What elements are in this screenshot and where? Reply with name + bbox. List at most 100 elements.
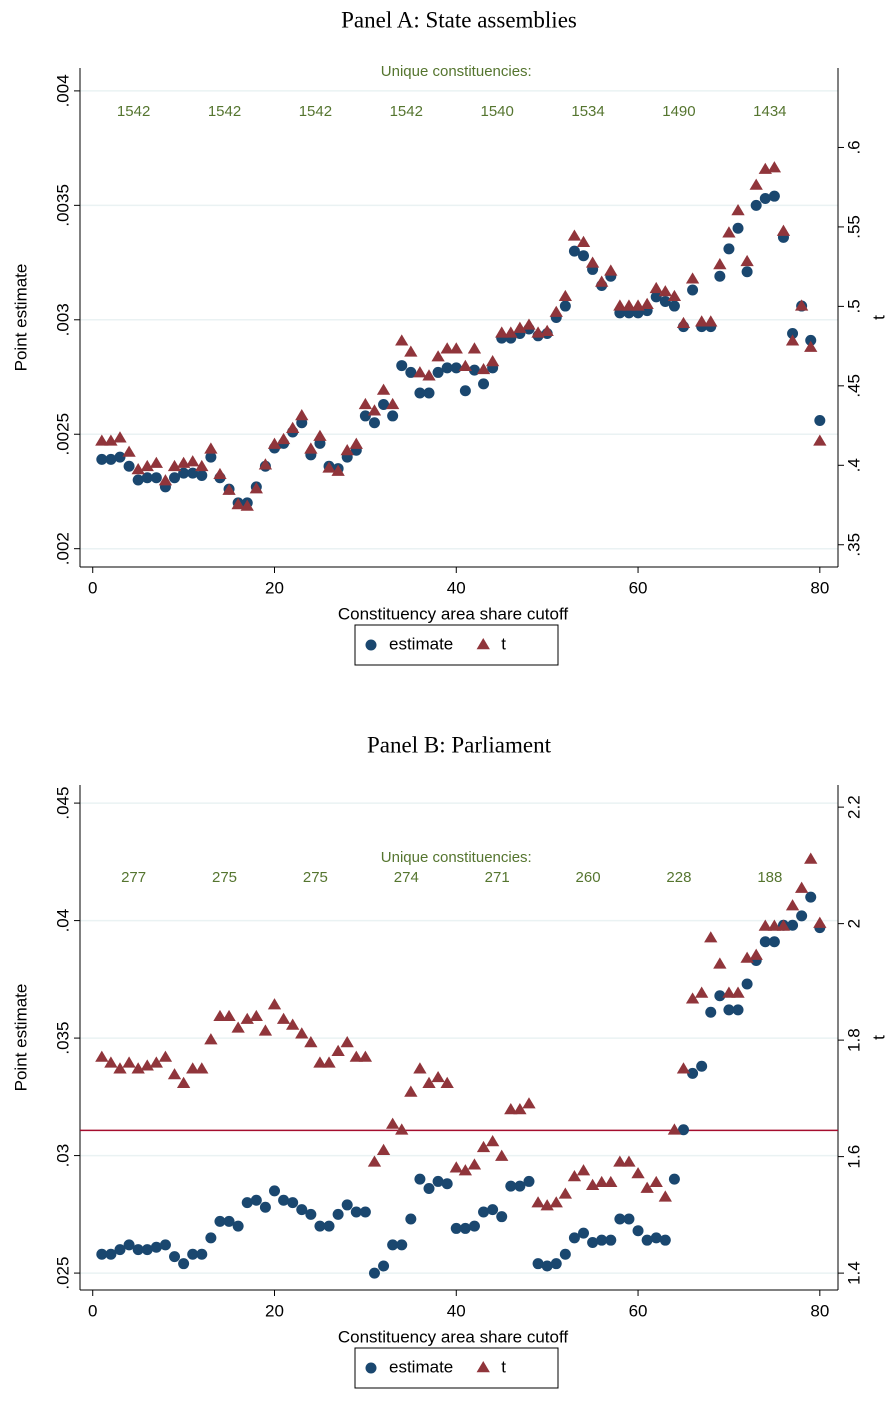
annotation-label: 1434	[753, 103, 786, 120]
point	[222, 1009, 236, 1022]
point	[423, 387, 435, 399]
point	[787, 919, 799, 931]
point	[359, 410, 371, 422]
x-tick-label: 40	[447, 578, 466, 597]
point	[359, 1206, 371, 1218]
point	[787, 328, 799, 340]
point	[104, 1056, 118, 1068]
point	[549, 305, 563, 317]
point	[141, 1244, 153, 1256]
point	[395, 1123, 409, 1135]
point	[304, 1036, 318, 1048]
y-axis-title: Point estimate	[11, 264, 30, 372]
point	[150, 1241, 162, 1253]
annotation-title: Unique constituencies:	[381, 63, 532, 80]
point	[667, 1123, 682, 1135]
y-tick-label: .035	[53, 1022, 72, 1055]
point	[404, 345, 418, 357]
point	[468, 364, 480, 376]
point	[749, 178, 763, 190]
point	[595, 275, 609, 287]
point	[722, 226, 736, 238]
point	[658, 1190, 672, 1202]
point	[732, 1004, 744, 1016]
point	[276, 1012, 291, 1024]
y2-tick-label: .4	[844, 458, 863, 472]
point	[395, 334, 409, 346]
point	[505, 1180, 517, 1192]
point	[677, 1124, 689, 1136]
point	[585, 256, 600, 268]
point	[431, 350, 445, 362]
point	[205, 1232, 217, 1244]
point	[386, 397, 400, 410]
point	[214, 1215, 226, 1227]
point	[805, 891, 817, 903]
point	[249, 1009, 263, 1022]
point	[587, 1237, 599, 1249]
point	[323, 1220, 335, 1232]
panel-title: Panel A: State assemblies	[341, 7, 577, 32]
point	[331, 464, 345, 476]
point	[149, 456, 163, 468]
point	[105, 1248, 117, 1260]
point	[467, 342, 482, 354]
point	[322, 461, 336, 473]
point	[187, 467, 199, 479]
point	[722, 986, 736, 998]
point	[478, 378, 490, 390]
y2-tick-label: .35	[844, 533, 863, 557]
point	[613, 1155, 627, 1167]
point	[478, 1206, 490, 1218]
point	[813, 434, 827, 446]
point	[485, 1135, 500, 1147]
point	[659, 1234, 671, 1246]
point	[167, 459, 182, 472]
point	[485, 354, 500, 367]
point	[731, 986, 745, 998]
point	[304, 442, 318, 454]
point	[178, 467, 190, 479]
point	[131, 1062, 145, 1074]
point	[532, 1258, 544, 1270]
point	[349, 437, 363, 449]
point	[113, 431, 127, 443]
point	[559, 300, 571, 312]
x-tick-label: 0	[88, 578, 97, 597]
point	[804, 340, 818, 352]
point	[458, 1164, 473, 1176]
point	[95, 434, 109, 446]
point	[514, 1180, 526, 1192]
y-tick-label: .04	[53, 909, 72, 933]
point	[276, 432, 291, 445]
point	[723, 1004, 735, 1016]
point	[576, 235, 591, 248]
point	[540, 324, 554, 337]
point	[658, 285, 672, 297]
point	[623, 1213, 635, 1225]
point	[776, 919, 791, 931]
point	[378, 398, 390, 410]
point	[650, 291, 662, 303]
point	[676, 1062, 691, 1074]
point	[267, 437, 282, 449]
point	[340, 1036, 354, 1048]
point	[387, 410, 399, 422]
point	[685, 272, 700, 284]
point	[313, 429, 327, 441]
point	[332, 1208, 344, 1220]
point	[749, 948, 763, 960]
point	[794, 299, 809, 311]
point	[713, 258, 727, 270]
point	[631, 1167, 645, 1179]
point	[131, 463, 145, 475]
annotation-label: 1540	[480, 103, 513, 120]
point	[286, 1018, 300, 1030]
legend-label: t	[501, 1357, 506, 1376]
point	[767, 161, 782, 173]
point	[223, 1215, 235, 1227]
annotation-label: 271	[485, 869, 510, 886]
point	[232, 1220, 244, 1232]
point	[731, 204, 745, 216]
